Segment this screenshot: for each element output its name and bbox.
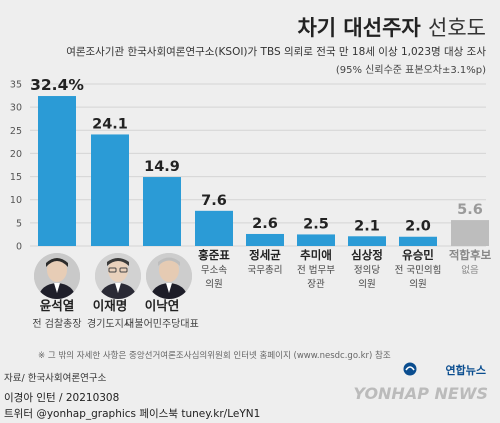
footnote: ※ 그 밖의 자세한 사항은 중앙선거여론조사심의위원회 인터넷 홈페이지 (w… <box>38 351 391 361</box>
value-label: 2.0 <box>405 219 431 235</box>
category-name: 정세균 <box>249 248 281 262</box>
person-photo-icon <box>95 253 141 299</box>
y-tick-label: 5 <box>16 218 22 229</box>
y-tick-label: 35 <box>10 80 22 91</box>
credit-text: 이경아 인턴 / 20210308 <box>4 392 120 404</box>
brand-english: YONHAP NEWS <box>353 384 488 403</box>
title-bold: 차기 대선주자 <box>297 16 421 40</box>
value-label: 5.6 <box>457 202 483 218</box>
bar-1 <box>38 96 76 246</box>
category-role: 경기도지사 <box>87 317 133 330</box>
category-role: 국무총리 <box>248 265 283 276</box>
category-name: 유승민 <box>402 248 434 262</box>
brand-korean: 연합뉴스 <box>445 364 486 377</box>
y-tick-label: 20 <box>10 149 22 160</box>
category-role: 무소속 <box>201 265 227 276</box>
bar-6 <box>297 234 335 246</box>
category-name: 이재명 <box>93 298 128 313</box>
category-name: 이낙연 <box>145 298 180 313</box>
category-role: 전 국민의힘 <box>395 265 442 276</box>
category-name: 추미애 <box>300 248 332 262</box>
category-role: 정의당 <box>354 265 380 276</box>
category-role: 의원 <box>409 279 426 290</box>
bar-5 <box>246 233 284 246</box>
category-name: 적합후보 <box>449 248 492 262</box>
value-label: 2.1 <box>354 218 380 234</box>
category-name: 홍준표 <box>198 248 230 262</box>
category-role: 장관 <box>307 279 325 290</box>
bar-9 <box>451 220 489 246</box>
chart-title: 차기 대선주자 선호도 <box>297 12 486 42</box>
y-tick-label: 15 <box>10 172 22 183</box>
category-role: 의원 <box>205 279 222 290</box>
bar-3 <box>143 177 181 246</box>
category-role: 전 검찰총장 <box>32 318 81 330</box>
value-label: 7.6 <box>201 193 227 209</box>
category-name: 윤석열 <box>40 298 75 313</box>
bar-7 <box>348 236 386 246</box>
value-label: 2.6 <box>252 216 278 232</box>
bar-4 <box>195 210 233 246</box>
value-label: 2.5 <box>303 216 329 232</box>
value-label: 32.4% <box>30 76 84 94</box>
yonhap-logo-icon <box>403 362 417 376</box>
category-name: 심상정 <box>351 248 383 262</box>
survey-description: 여론조사기관 한국사회여론연구소(KSOI)가 TBS 의뢰로 전국 만 18세… <box>66 46 486 58</box>
value-label: 14.9 <box>144 159 180 175</box>
value-label: 24.1 <box>92 116 128 132</box>
y-tick-label: 0 <box>16 242 22 253</box>
social-links: 트위터 @yonhap_graphics 페이스북 tuney.kr/LeYN1 <box>4 408 261 420</box>
title-light: 선호도 <box>428 16 486 40</box>
y-tick-label: 25 <box>10 126 22 137</box>
bar-2 <box>91 134 129 246</box>
bar-8 <box>399 236 437 246</box>
y-tick-label: 10 <box>10 195 22 206</box>
source-text: 자료/ 한국사회여론연구소 <box>4 373 107 384</box>
category-role: 전 법무부 <box>297 265 335 276</box>
category-role: 없음 <box>461 264 479 276</box>
margin-of-error: (95% 신뢰수준 표본오차±3.1%p) <box>335 65 486 76</box>
person-photo-icon <box>146 253 192 299</box>
person-photo-icon <box>34 253 80 299</box>
category-role: 더불어민주당대표 <box>125 318 199 330</box>
y-tick-label: 30 <box>10 103 22 114</box>
category-role: 의원 <box>358 279 375 290</box>
